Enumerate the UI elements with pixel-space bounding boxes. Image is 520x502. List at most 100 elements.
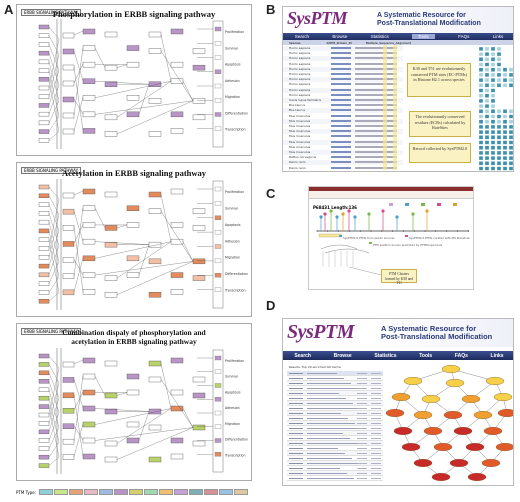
species-cell: Danio rerio — [289, 160, 306, 165]
pathway-node — [192, 440, 206, 447]
protein-id-link[interactable] — [331, 93, 351, 96]
protein-id-link[interactable] — [331, 145, 351, 148]
pathway-node — [170, 389, 184, 396]
protein-id-link[interactable] — [331, 125, 351, 127]
pathway-node — [62, 241, 75, 247]
ptm-site-marker — [347, 209, 351, 213]
col-msa: Multiple_Sequence_Alignment — [365, 40, 411, 45]
nav-item-faqs[interactable]: FAQs — [458, 34, 470, 39]
nav-item-browse[interactable]: Browse — [332, 34, 348, 39]
alignment-seq — [355, 140, 397, 143]
ptm-site-marker — [395, 215, 399, 219]
outcome-label: Proliferation — [225, 190, 244, 194]
nav-item-d-tools[interactable]: Tools — [419, 352, 433, 359]
ptm-site-marker — [353, 215, 357, 219]
protein-id-link[interactable] — [331, 67, 351, 70]
slogan: A Systematic Resource for Post-Translati… — [377, 12, 481, 28]
nav-bar: Search Browse Statistics Tools FAQs Links — [283, 33, 513, 40]
kegg-badge: ERBB SIGNALING PATHWAY — [21, 167, 82, 174]
protein-id-link[interactable] — [331, 140, 351, 143]
conservation-cell — [484, 135, 490, 140]
kegg-badge: ERBB SIGNALING PATHWAY — [21, 9, 82, 16]
nav-item-tools[interactable]: Tools — [412, 34, 435, 39]
protein-id-link[interactable] — [331, 161, 351, 164]
protein-id-link[interactable] — [331, 52, 351, 55]
conservation-cell — [496, 161, 502, 166]
pathway-node — [170, 272, 184, 278]
pathway-node — [192, 225, 206, 231]
conservation-cell — [502, 135, 508, 140]
callout-record: Record collected by SysPTM2.0 — [409, 143, 471, 163]
protein-id-link[interactable] — [331, 83, 351, 86]
conservation-cell — [508, 140, 513, 145]
alignment-seq — [355, 78, 397, 81]
go-term-node — [483, 427, 503, 435]
nav-item-d-statistics[interactable]: Statistics — [374, 352, 397, 359]
pathway-node — [82, 289, 96, 295]
go-term-row — [287, 461, 383, 466]
pathway-node — [170, 128, 184, 134]
nav-item-d-links[interactable]: Links — [490, 352, 504, 359]
table-row: Danio rerio — [283, 165, 403, 171]
protein-id-link[interactable] — [331, 156, 351, 159]
conservation-cell — [478, 67, 484, 72]
protein-id-link[interactable] — [331, 130, 351, 133]
nav-item-search[interactable]: Search — [294, 34, 309, 39]
conservation-cell — [484, 145, 490, 150]
legend-label: PTM Type: — [16, 489, 37, 495]
conservation-cell — [478, 135, 484, 140]
protein-id-link[interactable] — [331, 47, 351, 49]
protein-id-link[interactable] — [331, 119, 351, 122]
pathway-node — [192, 392, 206, 399]
nav-item-statistics[interactable]: Statistics — [370, 34, 389, 39]
protein-id-link[interactable] — [331, 57, 351, 60]
go-term-node — [461, 395, 481, 403]
panel-b-label: B — [266, 2, 276, 17]
nav-item-d-faqs[interactable]: FAQs — [454, 352, 468, 359]
protein-id-link[interactable] — [331, 166, 351, 169]
pathway-title-acetylation: Acetylation in ERBB signaling pathway — [61, 168, 207, 178]
protein-id-link[interactable] — [331, 109, 351, 112]
pathway-node — [38, 138, 50, 143]
alignment-seq — [355, 88, 397, 91]
conservation-cell — [502, 119, 508, 124]
protein-id-link[interactable] — [331, 104, 351, 107]
table-row: Danio rerio — [283, 160, 403, 166]
species-cell: Mus musculus — [289, 118, 311, 123]
pathway-title-combined-line2: acetylation in ERBB signaling pathway — [71, 337, 197, 346]
go-term-node — [413, 411, 433, 419]
pathway-node — [82, 28, 96, 35]
conservation-cell — [502, 83, 508, 88]
nav-item-d-browse[interactable]: Browse — [333, 352, 352, 359]
conservation-cell — [490, 62, 496, 67]
pathway-node — [82, 272, 96, 278]
protein-id-link[interactable] — [331, 73, 351, 75]
species-cell: Mus musculus — [289, 113, 311, 118]
protein-id-link[interactable] — [331, 114, 351, 117]
conservation-cell — [478, 130, 484, 135]
ptm-site-marker — [425, 209, 429, 213]
conservation-cell — [508, 135, 513, 140]
legend-swatch — [99, 489, 114, 495]
table-row: Mus musculus — [283, 118, 403, 124]
protein-id-link[interactable] — [331, 62, 351, 65]
callout-ec-ptms: K30 and T51 are evolutionarily conserved… — [407, 63, 471, 97]
pathway-node — [62, 48, 75, 55]
conservation-cell — [496, 119, 502, 124]
nav-item-d-search[interactable]: Search — [294, 352, 311, 359]
protein-id-link[interactable] — [331, 78, 351, 81]
species-cell: Homo sapiens — [289, 46, 311, 50]
protein-id-link[interactable] — [331, 135, 351, 138]
nav-item-links[interactable]: Links — [492, 34, 504, 39]
conservation-cell — [478, 150, 484, 155]
protein-id-link[interactable] — [331, 151, 351, 153]
table-row: Homo sapiens — [283, 46, 403, 51]
pathway-node — [38, 395, 50, 401]
conservation-cell — [490, 130, 496, 135]
protein-id-link[interactable] — [331, 99, 351, 101]
legend-swatch — [84, 489, 99, 495]
slogan-line1: A Systematic Resource for — [377, 12, 466, 19]
pathway-node — [38, 362, 50, 367]
protein-id-link[interactable] — [331, 88, 351, 91]
pathway-node — [38, 111, 50, 117]
